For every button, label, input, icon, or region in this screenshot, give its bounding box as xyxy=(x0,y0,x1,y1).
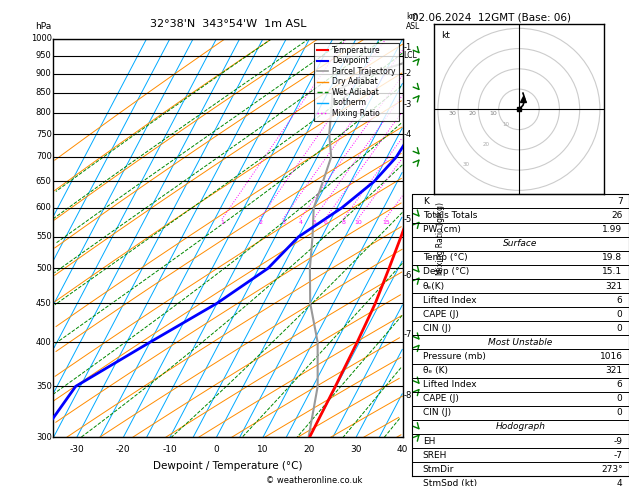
Text: 30: 30 xyxy=(462,162,469,167)
Text: Pressure (mb): Pressure (mb) xyxy=(423,352,486,361)
Text: 20: 20 xyxy=(482,142,489,147)
Text: -2: -2 xyxy=(403,69,411,78)
Text: 26: 26 xyxy=(611,211,623,220)
Text: CAPE (J): CAPE (J) xyxy=(423,310,459,319)
Text: Lifted Index: Lifted Index xyxy=(423,380,477,389)
Text: 15.1: 15.1 xyxy=(603,267,623,277)
Text: Lifted Index: Lifted Index xyxy=(423,295,477,305)
Text: Most Unstable: Most Unstable xyxy=(488,338,553,347)
Text: 40: 40 xyxy=(397,445,408,454)
Text: km
ASL: km ASL xyxy=(406,12,420,31)
Text: 350: 350 xyxy=(36,382,52,391)
Text: -3: -3 xyxy=(403,100,411,109)
Text: EH: EH xyxy=(423,436,435,446)
Text: 6: 6 xyxy=(324,220,328,225)
Text: 0: 0 xyxy=(617,310,623,319)
Text: 10: 10 xyxy=(355,220,362,225)
Text: 5: 5 xyxy=(313,220,316,225)
Text: -9: -9 xyxy=(613,436,623,446)
Text: 32°38'N  343°54'W  1m ASL: 32°38'N 343°54'W 1m ASL xyxy=(150,19,306,29)
Text: 0: 0 xyxy=(213,445,220,454)
Text: 20: 20 xyxy=(304,445,315,454)
Text: -4: -4 xyxy=(403,130,411,139)
Text: Temp (°C): Temp (°C) xyxy=(423,253,467,262)
Text: 10: 10 xyxy=(503,122,509,126)
Text: Hodograph: Hodograph xyxy=(496,422,545,432)
Text: 950: 950 xyxy=(36,52,52,60)
Text: 6: 6 xyxy=(617,380,623,389)
Text: 19.8: 19.8 xyxy=(603,253,623,262)
Text: 2: 2 xyxy=(259,220,262,225)
Text: 300: 300 xyxy=(36,433,52,442)
Text: SREH: SREH xyxy=(423,451,447,460)
Text: © weatheronline.co.uk: © weatheronline.co.uk xyxy=(266,476,363,485)
Text: Surface: Surface xyxy=(503,239,538,248)
Text: K: K xyxy=(423,197,429,206)
Text: Totals Totals: Totals Totals xyxy=(423,211,477,220)
Text: -6: -6 xyxy=(403,271,411,279)
Text: 10: 10 xyxy=(489,111,497,116)
Text: 1: 1 xyxy=(221,220,225,225)
Text: 20: 20 xyxy=(469,111,476,116)
Text: 600: 600 xyxy=(36,204,52,212)
Text: -7: -7 xyxy=(403,330,411,339)
Text: 850: 850 xyxy=(36,88,52,97)
Text: 30: 30 xyxy=(448,111,456,116)
Text: 0: 0 xyxy=(617,324,623,333)
Text: -5: -5 xyxy=(403,215,411,224)
Text: θₑ (K): θₑ (K) xyxy=(423,366,448,375)
Text: 321: 321 xyxy=(605,366,623,375)
Text: 0: 0 xyxy=(617,408,623,417)
Text: 7: 7 xyxy=(617,197,623,206)
Text: Dewp (°C): Dewp (°C) xyxy=(423,267,469,277)
Text: 500: 500 xyxy=(36,264,52,273)
Text: StmDir: StmDir xyxy=(423,465,454,474)
Text: 1000: 1000 xyxy=(31,35,52,43)
Text: 900: 900 xyxy=(36,69,52,78)
Legend: Temperature, Dewpoint, Parcel Trajectory, Dry Adiabat, Wet Adiabat, Isotherm, Mi: Temperature, Dewpoint, Parcel Trajectory… xyxy=(314,43,399,121)
Text: -8: -8 xyxy=(403,391,411,400)
Text: 8: 8 xyxy=(342,220,346,225)
Text: 800: 800 xyxy=(36,108,52,117)
Text: 4: 4 xyxy=(617,479,623,486)
Text: -1: -1 xyxy=(403,43,411,52)
Text: 1.99: 1.99 xyxy=(603,225,623,234)
Text: 650: 650 xyxy=(36,177,52,186)
Text: hPa: hPa xyxy=(35,22,52,31)
Text: 02.06.2024  12GMT (Base: 06): 02.06.2024 12GMT (Base: 06) xyxy=(412,12,571,22)
Text: 400: 400 xyxy=(36,338,52,347)
Text: PW (cm): PW (cm) xyxy=(423,225,460,234)
Text: Mixing Ratio (g/kg): Mixing Ratio (g/kg) xyxy=(437,202,445,275)
Text: kt: kt xyxy=(441,31,450,40)
Text: 4: 4 xyxy=(299,220,303,225)
Text: 0: 0 xyxy=(617,394,623,403)
Text: CAPE (J): CAPE (J) xyxy=(423,394,459,403)
Text: -10: -10 xyxy=(162,445,177,454)
Text: 450: 450 xyxy=(36,299,52,308)
Text: 273°: 273° xyxy=(601,465,623,474)
Text: 15: 15 xyxy=(382,220,390,225)
Text: Dewpoint / Temperature (°C): Dewpoint / Temperature (°C) xyxy=(153,461,303,471)
Text: CIN (J): CIN (J) xyxy=(423,408,451,417)
Text: θₑ(K): θₑ(K) xyxy=(423,281,445,291)
Text: CIN (J): CIN (J) xyxy=(423,324,451,333)
Text: -7: -7 xyxy=(613,451,623,460)
Text: 30: 30 xyxy=(350,445,362,454)
Text: 1016: 1016 xyxy=(599,352,623,361)
Text: -20: -20 xyxy=(116,445,131,454)
Text: 750: 750 xyxy=(36,130,52,139)
Text: StmSpd (kt): StmSpd (kt) xyxy=(423,479,477,486)
Text: 321: 321 xyxy=(605,281,623,291)
Text: 3: 3 xyxy=(282,220,286,225)
Text: LCL: LCL xyxy=(403,52,417,60)
Text: 700: 700 xyxy=(36,153,52,161)
Text: 10: 10 xyxy=(257,445,269,454)
Text: 6: 6 xyxy=(617,295,623,305)
Text: 550: 550 xyxy=(36,232,52,241)
Text: -30: -30 xyxy=(69,445,84,454)
